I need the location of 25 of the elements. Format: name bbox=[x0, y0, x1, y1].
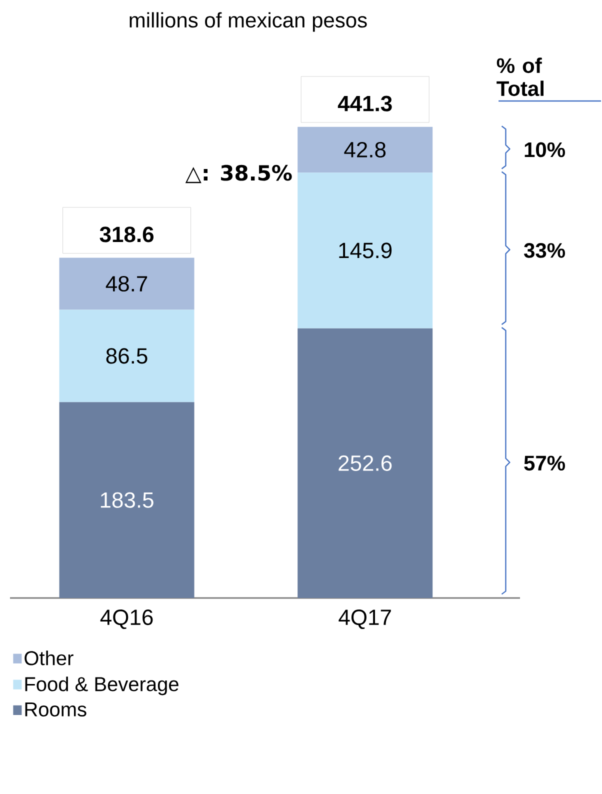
legend-label: Other bbox=[24, 650, 74, 666]
data-label: 42.8 bbox=[344, 142, 386, 158]
data-label: 183.5 bbox=[100, 492, 154, 508]
bar bbox=[298, 172, 433, 328]
x-tick-label: 4Q16 bbox=[100, 610, 153, 630]
bar bbox=[298, 328, 433, 598]
text: 10% bbox=[524, 142, 565, 158]
text: 57% bbox=[524, 456, 565, 471]
total-label: 441.3 bbox=[338, 96, 392, 112]
bar bbox=[59, 310, 194, 402]
data-label: 48.7 bbox=[106, 276, 148, 292]
bar bbox=[59, 402, 194, 598]
data-label: 145.9 bbox=[339, 242, 392, 258]
text: 33% bbox=[524, 243, 565, 258]
total-label: 318.6 bbox=[100, 226, 154, 242]
legend-label: Food & Beverage bbox=[25, 676, 178, 696]
bar bbox=[59, 258, 194, 310]
chart-title: millions of mexican pesos bbox=[130, 12, 367, 32]
data-label: 252.6 bbox=[338, 455, 392, 471]
legend-label: Rooms bbox=[25, 702, 86, 717]
data-label: 86.5 bbox=[106, 348, 148, 364]
bar bbox=[298, 126, 433, 173]
x-tick-label: 4Q17 bbox=[338, 610, 391, 630]
text: % of Total bbox=[496, 58, 544, 96]
annotation: △: 38.5% bbox=[185, 164, 292, 184]
